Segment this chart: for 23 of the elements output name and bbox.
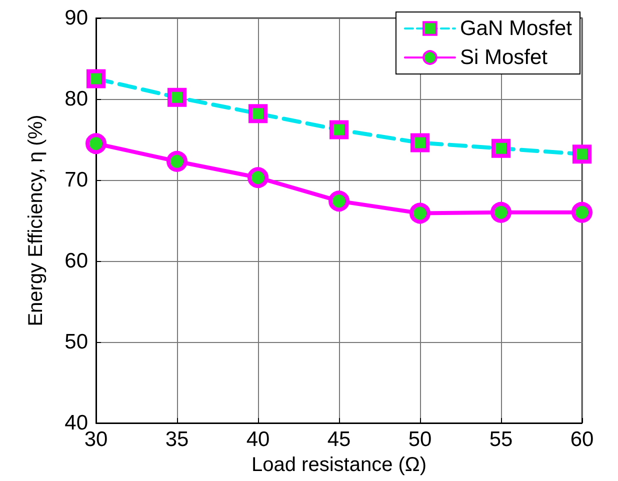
x-tick-label: 30 (84, 428, 108, 451)
y-tick-label: 80 (64, 88, 88, 110)
y-tick-label: 70 (64, 168, 88, 192)
x-tick-label: 55 (489, 428, 513, 451)
x-tick-label: 60 (570, 428, 594, 451)
x-tick-label: 35 (165, 428, 189, 451)
point (572, 202, 592, 223)
legend-label: GaN Mosfet (460, 17, 572, 40)
point (86, 133, 106, 154)
point (328, 190, 350, 212)
y-tick-label: 90 (64, 6, 88, 30)
point (166, 150, 188, 172)
x-axis-title: Load resistance (Ω) (251, 454, 427, 476)
x-tick-label: 50 (408, 428, 432, 451)
y-tick-label: 50 (64, 330, 88, 354)
x-tick-label: 40 (246, 428, 270, 451)
y-axis-title: Energy Efficiency, η (%) (25, 114, 47, 326)
x-tick-label: 45 (327, 428, 351, 451)
point (410, 202, 430, 224)
y-tick-label: 60 (64, 250, 88, 272)
point (490, 202, 512, 223)
point (248, 167, 268, 188)
legend-label: Si Mosfet (460, 46, 548, 69)
